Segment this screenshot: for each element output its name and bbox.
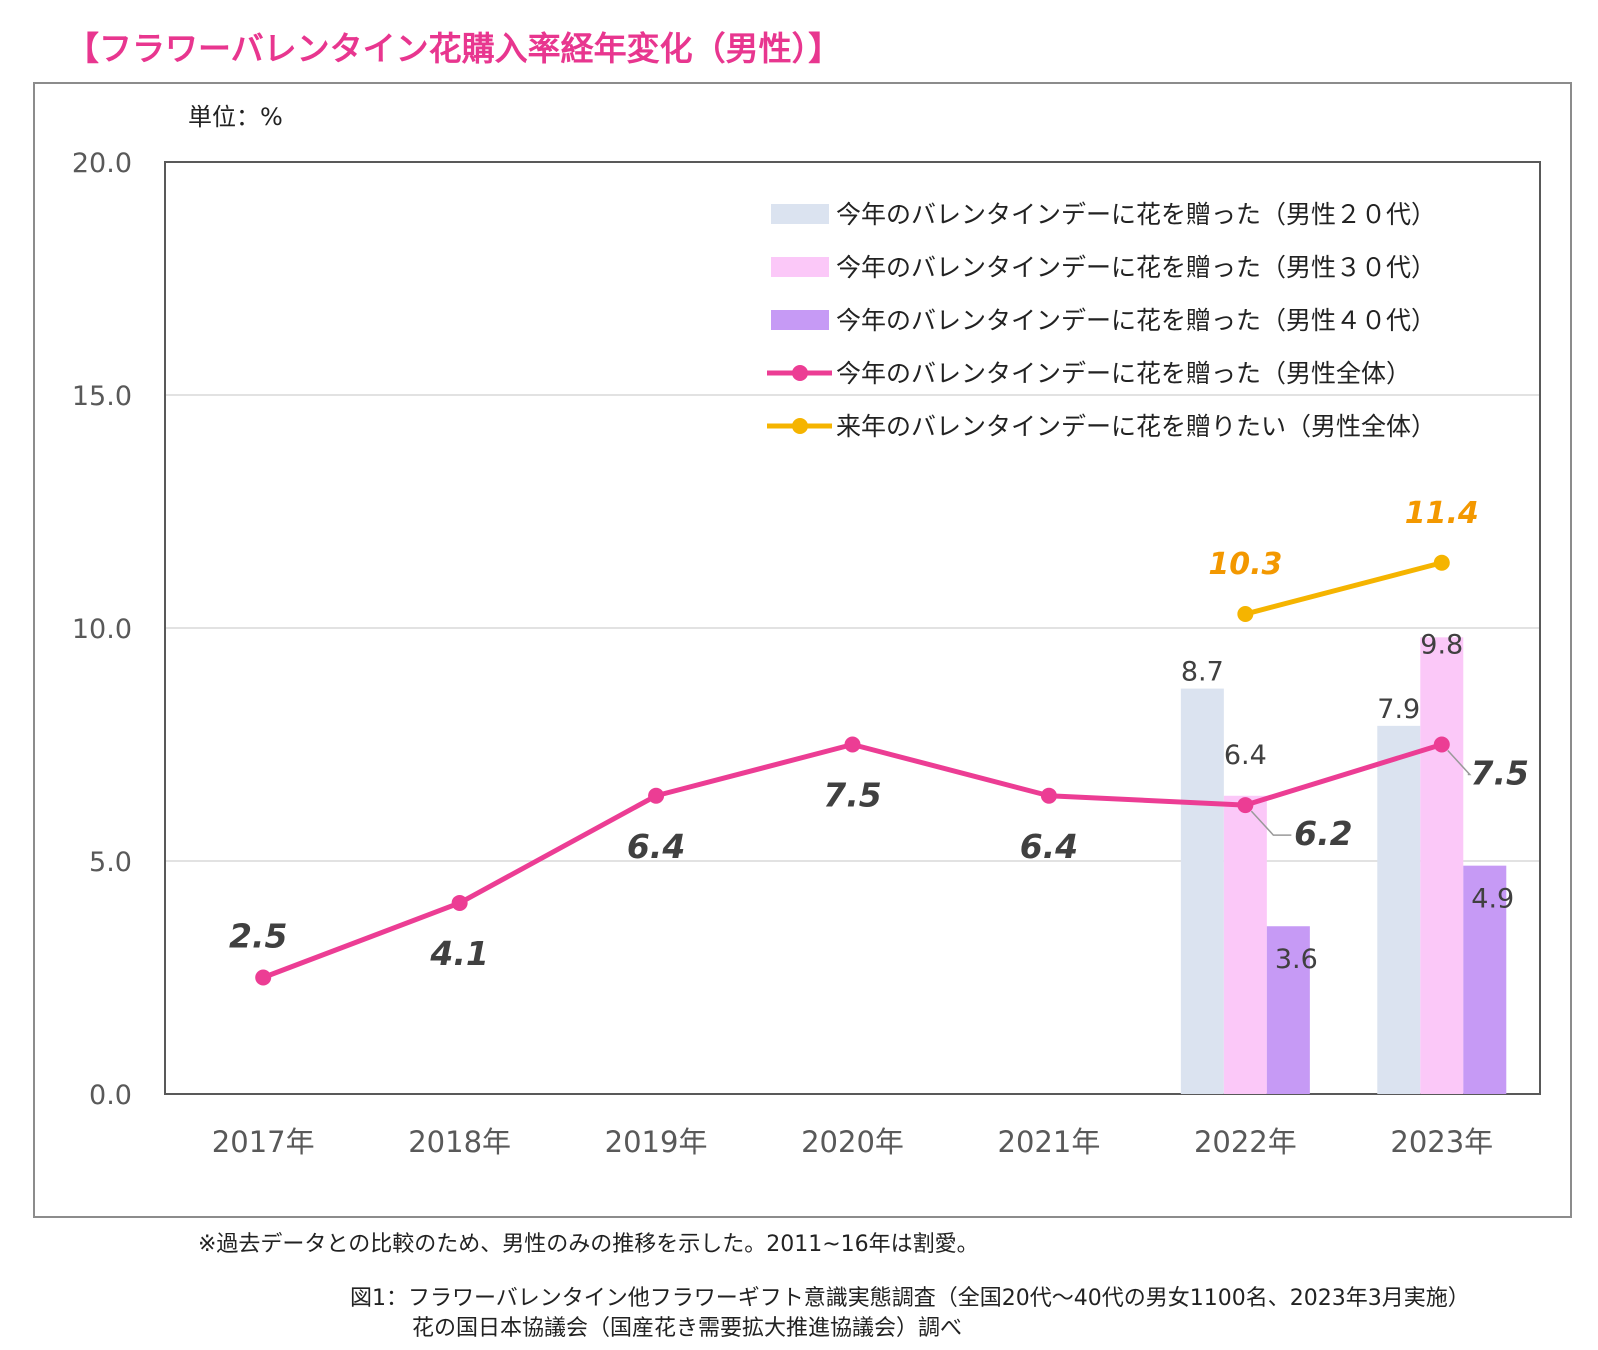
line-point	[255, 969, 272, 986]
x-tick-label: 2021年	[998, 1125, 1101, 1159]
legend-swatch	[771, 310, 829, 330]
y-tick-label: 0.0	[89, 1080, 132, 1111]
line-data-label: 6.2	[1294, 814, 1352, 853]
leader-line	[1250, 810, 1292, 836]
legend-swatch	[771, 257, 829, 277]
y-tick-label: 10.0	[72, 614, 132, 645]
line-point	[451, 894, 468, 911]
line-point	[844, 736, 861, 753]
leader-line	[1447, 749, 1472, 776]
line-data-label: 10.3	[1208, 547, 1282, 582]
y-tick-label: 5.0	[89, 847, 132, 878]
line-point	[1433, 736, 1450, 753]
line-data-label: 6.4	[1020, 827, 1078, 866]
unit-label: 単位：%	[188, 103, 283, 131]
legend-label: 今年のバレンタインデーに花を贈った（男性全体）	[836, 359, 1411, 388]
chart-frame	[33, 82, 1572, 1218]
bar-data-label: 9.8	[1420, 629, 1463, 660]
line-data-label: 7.5	[1471, 754, 1529, 793]
bar-data-label: 7.9	[1377, 694, 1420, 725]
source-line-2: 花の国日本協議会（国産花き需要拡大推進協議会）調べ	[412, 1316, 963, 1341]
legend-swatch-marker	[792, 418, 808, 434]
y-tick-label: 15.0	[72, 381, 132, 412]
line-point	[1433, 554, 1450, 571]
line-point	[1040, 787, 1057, 804]
line-point	[1237, 606, 1254, 623]
line-data-label: 4.1	[429, 934, 488, 973]
bar-data-label: 8.7	[1181, 657, 1224, 688]
source-line-1: 図1：フラワーバレンタイン他フラワーギフト意識実態調査（全国20代～40代の男女…	[350, 1286, 1470, 1311]
chart-svg: 単位：% 0.0 5.0 10.0 15.0 20.0 2017年 2018年 2019年 20…	[72, 103, 1541, 1159]
line-point	[1237, 797, 1254, 814]
legend-label: 今年のバレンタインデーに花を贈った（男性４０代）	[836, 306, 1436, 335]
plot-area	[164, 161, 1541, 1095]
legend-label: 今年のバレンタインデーに花を贈った（男性２０代）	[836, 200, 1436, 229]
x-tick-label: 2023年	[1390, 1125, 1493, 1159]
legend-label: 今年のバレンタインデーに花を贈った（男性３０代）	[836, 253, 1436, 282]
bar	[1223, 795, 1267, 1094]
line-data-label: 11.4	[1405, 496, 1479, 531]
legend-swatch	[771, 204, 829, 224]
line-point	[648, 787, 665, 804]
x-tick-label: 2019年	[605, 1125, 708, 1159]
bar-data-label: 6.4	[1224, 740, 1267, 771]
bar	[1377, 725, 1421, 1094]
x-tick-label: 2017年	[212, 1125, 315, 1159]
chart-title: 【フラワーバレンタイン花購入率経年変化（男性）】	[66, 29, 842, 68]
bar	[1180, 688, 1224, 1094]
bar	[1266, 926, 1310, 1094]
bar-data-label: 3.6	[1275, 944, 1318, 975]
series-line	[1244, 560, 1443, 617]
x-tick-label: 2020年	[801, 1125, 904, 1159]
bar-data-label: 4.9	[1471, 884, 1514, 915]
y-tick-label: 20.0	[72, 148, 132, 179]
bar	[1420, 637, 1464, 1094]
line-data-label: 6.4	[627, 827, 685, 866]
x-tick-label: 2018年	[408, 1125, 511, 1159]
line-data-label: 2.5	[229, 917, 287, 956]
legend-swatch-marker	[792, 365, 808, 381]
x-tick-label: 2022年	[1194, 1125, 1297, 1159]
footnote: ※過去データとの比較のため、男性のみの推移を示した。2011~16年は割愛。	[198, 1232, 979, 1257]
legend-label: 来年のバレンタインデーに花を贈りたい（男性全体）	[836, 412, 1436, 441]
bar	[1463, 865, 1507, 1094]
line-data-label: 7.5	[823, 776, 881, 815]
